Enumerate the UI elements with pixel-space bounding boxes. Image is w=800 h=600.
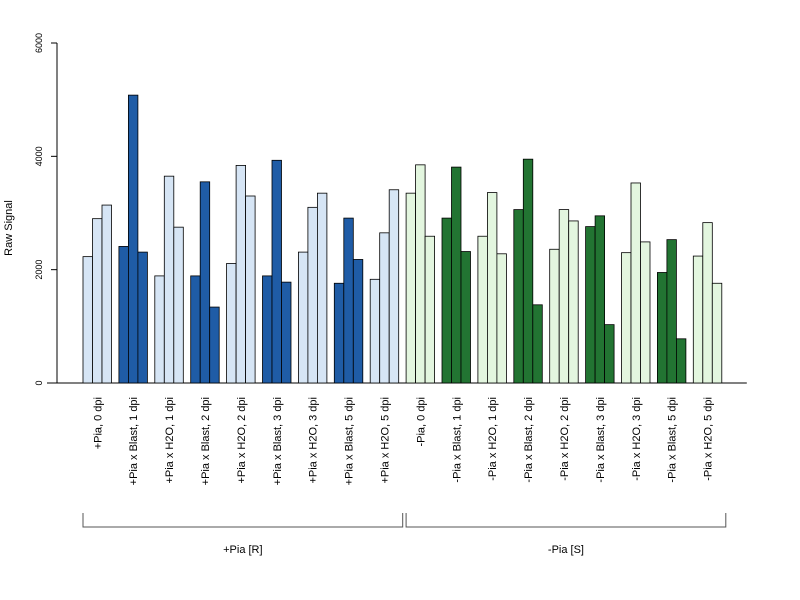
- bar: [137, 251, 148, 384]
- category-label: +Pia x Blast, 5 dpi: [344, 397, 356, 485]
- bar: [297, 251, 309, 384]
- bar: [604, 324, 615, 384]
- bar: [415, 164, 426, 384]
- category-label: -Pia x Blast, 1 dpi: [451, 397, 463, 483]
- category-label: -Pia x H2O, 1 dpi: [487, 397, 499, 481]
- category-label: +Pia, 0 dpi: [92, 397, 104, 449]
- bar: [558, 209, 570, 384]
- bar: [190, 275, 201, 384]
- bar: [82, 256, 93, 384]
- category-label: -Pia x H2O, 3 dpi: [631, 397, 643, 481]
- bar: [163, 175, 175, 384]
- bar: [532, 304, 543, 384]
- category-label: -Pia x Blast, 5 dpi: [667, 397, 679, 483]
- bar: [441, 217, 452, 384]
- bar: [226, 263, 237, 384]
- bar: [316, 192, 328, 384]
- bar: [388, 189, 400, 384]
- bar: [630, 182, 641, 384]
- category-labels: +Pia, 0 dpi +Pia x Blast, 1 dpi +Pia x H2O…: [92, 397, 714, 485]
- bar: [477, 235, 488, 384]
- bar: [451, 166, 462, 384]
- category-label: +Pia x H2O, 5 dpi: [379, 397, 391, 484]
- bar: [343, 217, 354, 384]
- group-label: +Pia [R]: [223, 544, 262, 556]
- bar: [369, 278, 381, 384]
- category-label: -Pia x Blast, 2 dpi: [523, 397, 535, 483]
- category-label: +Pia x Blast, 2 dpi: [200, 397, 212, 485]
- category-label: +Pia x H2O, 1 dpi: [164, 397, 176, 484]
- bar: [692, 255, 704, 384]
- bar: [271, 159, 282, 384]
- bar: [154, 275, 165, 384]
- bar: [585, 226, 596, 384]
- y-tick-label: 2000: [34, 260, 44, 280]
- bar: [92, 218, 103, 384]
- bar: [666, 239, 677, 384]
- bar: [711, 282, 723, 384]
- bar: [379, 232, 390, 384]
- bar: [101, 204, 112, 384]
- category-label: +Pia x H2O, 3 dpi: [308, 397, 320, 484]
- y-axis-title: Raw Signal: [3, 200, 15, 256]
- bar: [281, 281, 292, 384]
- bar: [640, 241, 651, 384]
- group-brackets: +Pia [R] -Pia [S]: [82, 513, 727, 556]
- bar: [307, 206, 318, 384]
- y-tick-label: 6000: [34, 33, 44, 53]
- bar: [657, 272, 668, 384]
- bar: [513, 209, 524, 384]
- bar: [118, 246, 129, 384]
- category-label: +Pia x H2O, 2 dpi: [236, 397, 248, 484]
- bar: [568, 220, 579, 384]
- bar: [173, 226, 184, 384]
- y-tick-label: 0: [34, 380, 44, 385]
- bar: [594, 215, 605, 384]
- bar: [262, 275, 273, 384]
- bar: [522, 158, 534, 384]
- bar: [460, 251, 471, 384]
- category-label: -Pia, 0 dpi: [415, 397, 427, 447]
- group-label: -Pia [S]: [548, 544, 584, 556]
- bar: [333, 282, 345, 384]
- group-bracket: [405, 513, 727, 528]
- bar: [621, 252, 632, 384]
- bar: [405, 192, 417, 384]
- category-label: -Pia x Blast, 3 dpi: [595, 397, 607, 483]
- group-bracket: [82, 513, 404, 528]
- bar: [496, 253, 507, 384]
- bar: [199, 181, 211, 384]
- bar: [209, 306, 220, 384]
- bar: [127, 94, 139, 384]
- bar: [245, 195, 256, 384]
- y-axis: 0 2000 4000 6000 Raw Signal: [3, 33, 58, 386]
- category-label: +Pia x Blast, 1 dpi: [128, 397, 140, 485]
- bars-layer: [82, 94, 723, 384]
- bar: [235, 164, 247, 384]
- bar: [676, 338, 687, 384]
- category-label: -Pia x H2O, 2 dpi: [559, 397, 571, 481]
- bar: [424, 235, 436, 384]
- category-label: +Pia x Blast, 3 dpi: [272, 397, 284, 485]
- category-label: -Pia x H2O, 5 dpi: [703, 397, 715, 481]
- bar: [486, 192, 498, 384]
- bar: [352, 259, 364, 384]
- y-tick-label: 4000: [34, 146, 44, 166]
- bar: [549, 248, 560, 384]
- bar: [702, 222, 713, 384]
